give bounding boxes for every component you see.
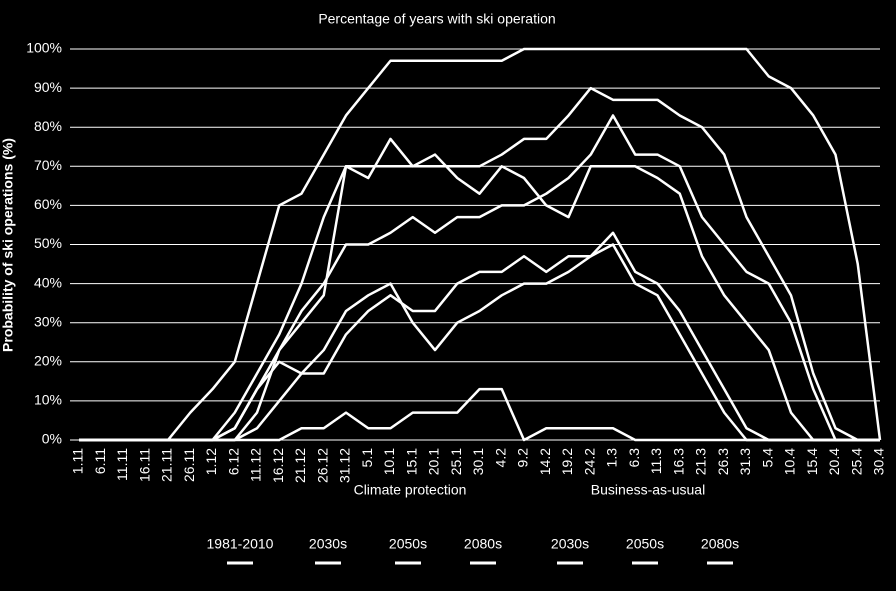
series-line — [79, 243, 880, 442]
series-line — [79, 47, 882, 442]
chart-title: Percentage of years with ski operation — [318, 11, 555, 27]
legend-label: 2030s — [551, 536, 589, 552]
x-tick-label: 24.2 — [581, 448, 597, 475]
x-tick-label: 6.12 — [225, 448, 241, 475]
x-tick-label: 21.12 — [292, 448, 308, 483]
y-tick-label: 100% — [26, 40, 62, 56]
x-tick-label: 21.11 — [159, 448, 175, 482]
x-tick-label: 6.11 — [92, 448, 108, 474]
legend-label: 2030s — [309, 536, 347, 552]
x-tick-label: 20.4 — [826, 448, 842, 475]
x-tick-label: 14.2 — [537, 448, 553, 475]
x-tick-label: 5.4 — [759, 448, 775, 468]
x-tick-label: 31.12 — [337, 448, 353, 483]
y-tick-label: 20% — [34, 353, 62, 369]
x-tick-label: 1.11 — [70, 448, 86, 474]
y-tick-label: 0% — [42, 431, 62, 447]
x-tick-label: 11.11 — [114, 448, 130, 481]
x-tick-label: 25.1 — [448, 448, 464, 475]
y-tick-label: 40% — [34, 274, 62, 290]
y-tick-label: 90% — [34, 79, 62, 95]
legend-label: 2050s — [389, 536, 427, 552]
legend-label: 2080s — [464, 536, 502, 552]
x-tick-label: 5.1 — [359, 448, 375, 468]
x-tick-label: 31.3 — [737, 448, 753, 475]
legend-group-label: Business-as-usual — [591, 482, 705, 498]
x-tick-label: 6.3 — [626, 448, 642, 468]
x-tick-label: 20.1 — [426, 448, 442, 475]
x-tick-label: 30.4 — [871, 448, 887, 475]
x-tick-label: 1.3 — [604, 448, 620, 468]
y-tick-label: 30% — [34, 313, 62, 329]
x-tick-label: 10.4 — [782, 448, 798, 475]
y-axis-label: Probability of ski operations (%) — [0, 138, 16, 352]
y-tick-label: 80% — [34, 118, 62, 134]
series-line — [79, 137, 880, 442]
x-tick-label: 11.12 — [248, 448, 264, 482]
x-tick-label: 15.4 — [804, 448, 820, 475]
x-tick-label: 16.11 — [136, 448, 152, 482]
x-tick-label: 16.3 — [670, 448, 686, 475]
y-tick-label: 10% — [34, 392, 62, 408]
y-tick-label: 60% — [34, 196, 62, 212]
x-tick-label: 26.11 — [181, 448, 197, 482]
x-tick-label: 4.2 — [492, 448, 508, 468]
x-tick-label: 25.4 — [848, 448, 864, 475]
x-tick-label: 16.12 — [270, 448, 286, 483]
legend-group-label: Climate protection — [354, 482, 467, 498]
x-tick-label: 19.2 — [559, 448, 575, 475]
x-tick-label: 11.3 — [648, 448, 664, 474]
x-tick-label: 15.1 — [403, 448, 419, 475]
x-tick-label: 30.1 — [470, 448, 486, 475]
x-tick-label: 21.3 — [693, 448, 709, 475]
y-tick-label: 50% — [34, 235, 62, 251]
series-line — [79, 387, 880, 442]
legend-label: 2050s — [626, 536, 664, 552]
series-line — [79, 86, 880, 442]
x-tick-label: 26.3 — [715, 448, 731, 475]
legend-label: 1981-2010 — [207, 536, 274, 552]
x-tick-label: 10.1 — [381, 448, 397, 475]
y-tick-label: 70% — [34, 157, 62, 173]
x-tick-label: 26.12 — [314, 448, 330, 483]
legend-label: 2080s — [701, 536, 739, 552]
x-tick-label: 1.12 — [203, 448, 219, 475]
series-line — [79, 114, 880, 442]
series-line — [79, 231, 880, 442]
x-tick-label: 9.2 — [515, 448, 531, 468]
